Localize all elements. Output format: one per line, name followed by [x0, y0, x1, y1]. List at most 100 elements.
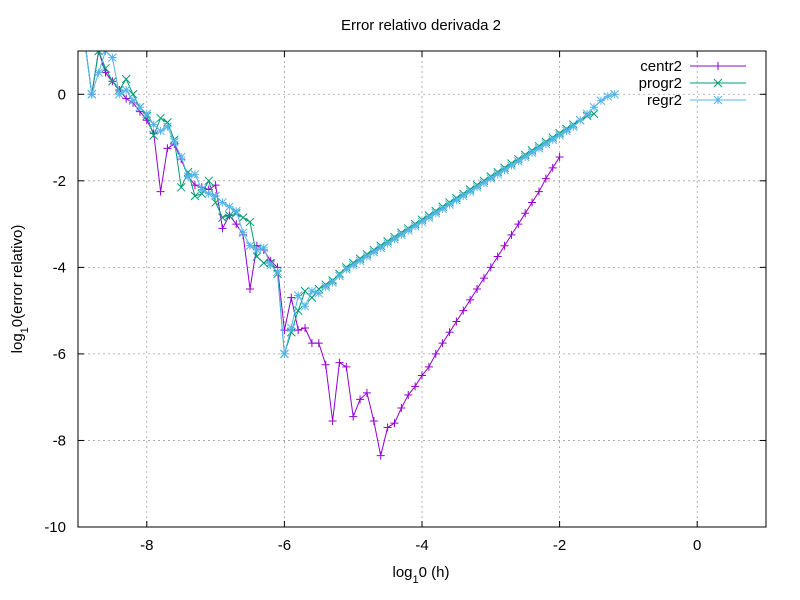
- x-axis-label-pre: log: [393, 564, 413, 581]
- data-point-progr2: [307, 293, 317, 303]
- data-point-regr2: [500, 165, 509, 175]
- data-point-regr2: [300, 301, 310, 311]
- legend-marker-centr2: [714, 62, 722, 70]
- data-point-regr2: [197, 185, 207, 194]
- x-tick-label: 0: [693, 537, 701, 554]
- data-point-regr2: [534, 144, 544, 153]
- data-point-regr2: [541, 139, 551, 149]
- data-point-centr2: [383, 423, 392, 432]
- data-point-regr2: [575, 115, 585, 125]
- data-point-regr2: [225, 202, 234, 212]
- data-point-regr2: [286, 323, 296, 333]
- y-tick-label: -8: [53, 432, 66, 449]
- data-point-progr2: [225, 211, 234, 220]
- data-point-regr2: [218, 198, 227, 207]
- data-point-regr2: [390, 234, 399, 244]
- data-point-regr2: [548, 135, 558, 145]
- data-point-centr2: [397, 404, 406, 412]
- data-point-regr2: [190, 169, 200, 179]
- data-point-regr2: [135, 102, 145, 112]
- data-point-regr2: [458, 191, 468, 201]
- data-point-regr2: [245, 241, 255, 251]
- data-point-regr2: [108, 53, 117, 62]
- data-point-regr2: [527, 148, 537, 158]
- data-point-regr2: [348, 260, 358, 270]
- data-point-regr2: [114, 89, 124, 99]
- data-point-centr2: [507, 230, 516, 239]
- data-point-regr2: [94, 68, 103, 77]
- data-point-centr2: [459, 306, 468, 315]
- data-point-progr2: [108, 76, 117, 86]
- data-point-regr2: [280, 349, 289, 359]
- data-point-regr2: [513, 156, 523, 166]
- data-point-centr2: [349, 412, 358, 421]
- data-point-regr2: [121, 85, 131, 95]
- legend-label-centr2: centr2: [640, 58, 682, 75]
- data-point-regr2: [472, 182, 482, 192]
- data-point-regr2: [163, 122, 172, 132]
- data-point-centr2: [445, 328, 454, 337]
- data-point-regr2: [335, 271, 344, 281]
- data-point-centr2: [521, 209, 530, 218]
- data-point-regr2: [397, 230, 406, 240]
- y-axis-label-post: 0(error relativo): [9, 225, 26, 328]
- data-point-centr2: [218, 224, 227, 233]
- data-point-centr2: [479, 274, 488, 283]
- data-point-regr2: [231, 206, 241, 216]
- data-point-centr2: [390, 419, 399, 428]
- x-tick-label: -4: [415, 537, 428, 554]
- data-point-centr2: [431, 349, 440, 358]
- data-point-progr2: [300, 286, 310, 296]
- data-point-regr2: [452, 195, 461, 205]
- data-point-centr2: [342, 362, 351, 371]
- data-point-centr2: [287, 293, 296, 302]
- data-point-centr2: [424, 362, 433, 371]
- data-point-centr2: [335, 358, 344, 367]
- data-point-centr2: [466, 295, 475, 304]
- data-point-regr2: [376, 243, 386, 253]
- data-point-regr2: [128, 96, 138, 106]
- data-point-regr2: [341, 265, 351, 274]
- x-tick-label: -6: [278, 537, 291, 554]
- data-point-regr2: [445, 200, 454, 209]
- data-point-progr2: [589, 109, 599, 119]
- data-point-centr2: [246, 285, 254, 293]
- data-point-regr2: [555, 131, 564, 140]
- data-point-regr2: [369, 247, 379, 257]
- y-axis-label-sub: 1: [19, 327, 31, 333]
- data-point-centr2: [404, 391, 413, 400]
- data-point-regr2: [266, 260, 275, 270]
- data-point-regr2: [479, 178, 489, 188]
- data-point-regr2: [431, 208, 441, 218]
- data-point-centr2: [356, 395, 365, 404]
- data-point-regr2: [603, 92, 613, 101]
- data-point-centr2: [321, 360, 330, 369]
- data-point-progr2: [218, 213, 227, 222]
- y-axis-label: log10(error relativo): [9, 225, 31, 354]
- data-point-regr2: [307, 286, 317, 296]
- x-axis-label: log10 (h): [393, 564, 450, 586]
- data-point-regr2: [355, 256, 365, 266]
- y-tick-label: -6: [53, 346, 66, 363]
- data-point-progr2: [163, 118, 172, 127]
- data-point-regr2: [87, 89, 97, 99]
- data-point-progr2: [176, 182, 186, 192]
- chart-title: Error relativo derivada 2: [341, 17, 501, 34]
- data-point-centr2: [232, 220, 241, 229]
- data-point-regr2: [486, 174, 496, 184]
- data-point-progr2: [190, 191, 200, 201]
- data-point-regr2: [383, 239, 392, 248]
- data-point-regr2: [362, 252, 372, 261]
- data-point-centr2: [307, 339, 316, 348]
- data-point-centr2: [438, 339, 447, 348]
- data-point-regr2: [293, 291, 303, 300]
- data-point-progr2: [211, 198, 220, 207]
- data-point-centr2: [163, 144, 172, 153]
- data-point-progr2: [286, 327, 296, 337]
- data-point-regr2: [321, 282, 331, 292]
- data-point-centr2: [156, 187, 165, 196]
- legend-marker-progr2: [713, 78, 723, 88]
- data-point-progr2: [149, 131, 159, 140]
- legend-label-regr2: regr2: [647, 92, 682, 109]
